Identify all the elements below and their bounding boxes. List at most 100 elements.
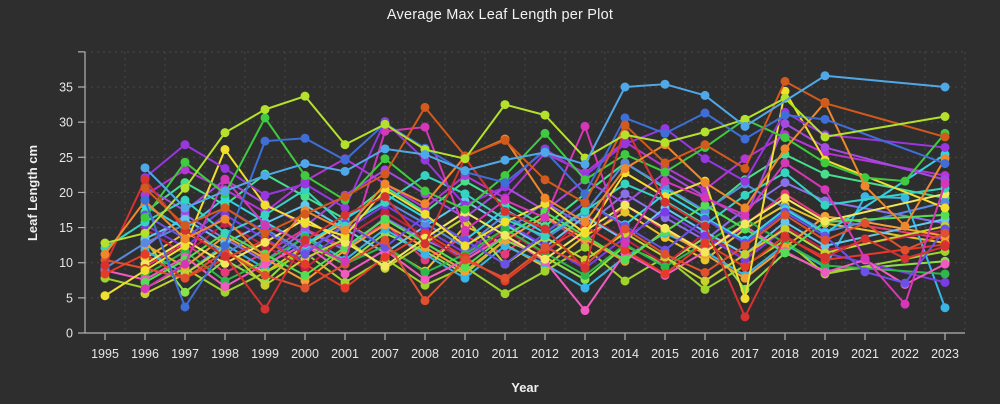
data-point[interactable] xyxy=(580,121,590,131)
data-point[interactable] xyxy=(100,261,110,271)
data-point[interactable] xyxy=(940,203,950,213)
data-point[interactable] xyxy=(420,171,430,181)
data-point[interactable] xyxy=(140,238,150,248)
data-point[interactable] xyxy=(260,171,270,181)
data-point[interactable] xyxy=(820,169,830,179)
data-point[interactable] xyxy=(820,98,830,108)
data-point[interactable] xyxy=(220,145,230,155)
data-point[interactable] xyxy=(140,228,150,238)
data-point[interactable] xyxy=(380,179,390,189)
data-point[interactable] xyxy=(140,265,150,275)
data-point[interactable] xyxy=(580,270,590,280)
data-point[interactable] xyxy=(820,200,830,210)
data-point[interactable] xyxy=(220,164,230,174)
data-point[interactable] xyxy=(780,168,790,178)
data-point[interactable] xyxy=(300,259,310,269)
data-point[interactable] xyxy=(860,253,870,263)
data-point[interactable] xyxy=(620,139,630,149)
data-point[interactable] xyxy=(300,270,310,280)
data-point[interactable] xyxy=(780,158,790,168)
data-point[interactable] xyxy=(580,217,590,227)
data-point[interactable] xyxy=(340,155,350,165)
data-point[interactable] xyxy=(580,159,590,169)
data-point[interactable] xyxy=(700,193,710,203)
data-point[interactable] xyxy=(820,216,830,226)
data-point[interactable] xyxy=(780,86,790,96)
data-point[interactable] xyxy=(260,270,270,280)
data-point[interactable] xyxy=(260,200,270,210)
data-point[interactable] xyxy=(220,258,230,268)
data-point[interactable] xyxy=(780,248,790,258)
data-point[interactable] xyxy=(540,213,550,223)
data-point[interactable] xyxy=(740,210,750,220)
data-point[interactable] xyxy=(380,154,390,164)
data-point[interactable] xyxy=(620,255,630,265)
data-point[interactable] xyxy=(460,154,470,164)
data-point[interactable] xyxy=(460,262,470,272)
data-point[interactable] xyxy=(420,239,430,249)
data-point[interactable] xyxy=(740,249,750,259)
data-point[interactable] xyxy=(260,210,270,220)
data-point[interactable] xyxy=(580,242,590,252)
data-point[interactable] xyxy=(300,283,310,293)
data-point[interactable] xyxy=(220,241,230,251)
data-point[interactable] xyxy=(620,238,630,248)
data-point[interactable] xyxy=(700,284,710,294)
data-point[interactable] xyxy=(700,221,710,231)
data-point[interactable] xyxy=(620,276,630,286)
data-point[interactable] xyxy=(500,206,510,216)
data-point[interactable] xyxy=(620,224,630,234)
data-point[interactable] xyxy=(140,163,150,173)
data-point[interactable] xyxy=(860,267,870,277)
data-point[interactable] xyxy=(780,178,790,188)
data-point[interactable] xyxy=(460,204,470,214)
data-point[interactable] xyxy=(300,171,310,181)
data-point[interactable] xyxy=(100,269,110,279)
data-point[interactable] xyxy=(860,234,870,244)
data-point[interactable] xyxy=(340,203,350,213)
data-point[interactable] xyxy=(540,147,550,157)
data-point[interactable] xyxy=(180,220,190,230)
data-point[interactable] xyxy=(740,154,750,164)
data-point[interactable] xyxy=(820,252,830,262)
data-point[interactable] xyxy=(500,100,510,110)
data-point[interactable] xyxy=(340,166,350,176)
data-point[interactable] xyxy=(740,203,750,213)
data-point[interactable] xyxy=(740,164,750,174)
data-point[interactable] xyxy=(180,302,190,312)
data-point[interactable] xyxy=(460,241,470,251)
data-point[interactable] xyxy=(780,76,790,86)
data-point[interactable] xyxy=(900,193,910,203)
data-point[interactable] xyxy=(620,149,630,159)
data-point[interactable] xyxy=(940,132,950,142)
data-point[interactable] xyxy=(860,181,870,191)
data-point[interactable] xyxy=(300,179,310,189)
data-point[interactable] xyxy=(820,235,830,245)
data-point[interactable] xyxy=(500,249,510,259)
data-point[interactable] xyxy=(820,185,830,195)
data-point[interactable] xyxy=(380,119,390,129)
data-point[interactable] xyxy=(660,176,670,186)
data-point[interactable] xyxy=(740,312,750,322)
data-point[interactable] xyxy=(260,280,270,290)
data-point[interactable] xyxy=(780,232,790,242)
data-point[interactable] xyxy=(620,113,630,123)
data-point[interactable] xyxy=(300,218,310,228)
data-point[interactable] xyxy=(180,241,190,251)
data-point[interactable] xyxy=(660,249,670,259)
data-point[interactable] xyxy=(660,128,670,138)
data-point[interactable] xyxy=(940,210,950,220)
data-point[interactable] xyxy=(660,138,670,148)
data-point[interactable] xyxy=(220,228,230,238)
data-point[interactable] xyxy=(740,121,750,131)
data-point[interactable] xyxy=(620,164,630,174)
data-point[interactable] xyxy=(940,112,950,122)
data-point[interactable] xyxy=(300,159,310,169)
data-point[interactable] xyxy=(660,269,670,279)
data-point[interactable] xyxy=(220,282,230,292)
data-point[interactable] xyxy=(580,189,590,199)
data-point[interactable] xyxy=(780,119,790,129)
data-point[interactable] xyxy=(300,192,310,202)
data-point[interactable] xyxy=(940,277,950,287)
data-point[interactable] xyxy=(100,291,110,301)
